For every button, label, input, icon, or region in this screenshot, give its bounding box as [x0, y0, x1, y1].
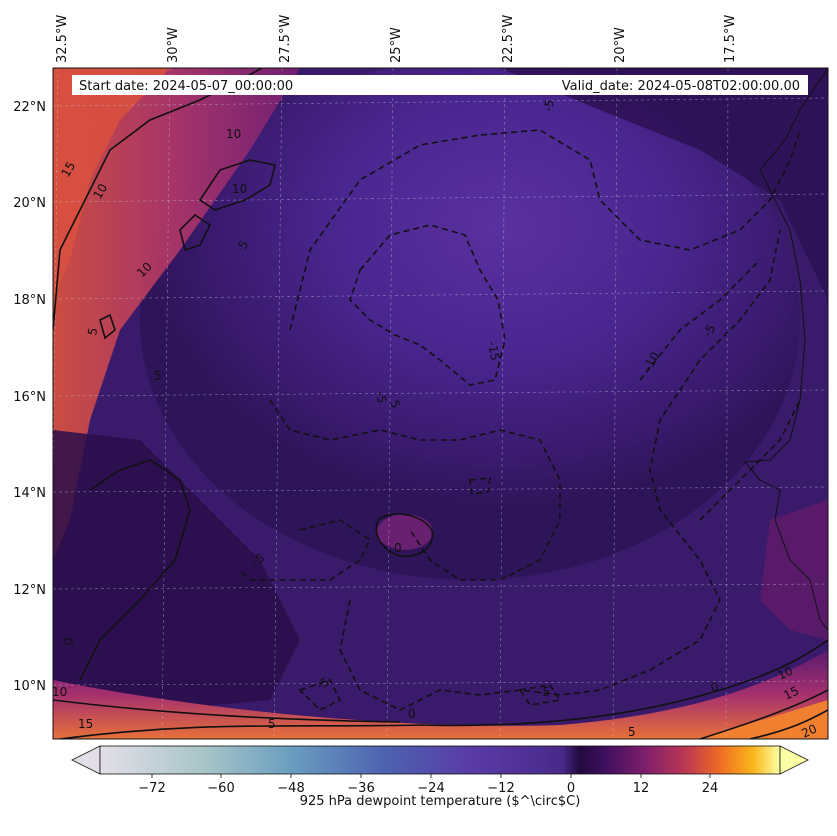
lon-label: 20°W — [613, 27, 628, 63]
colorbar-tick-label: −48 — [277, 781, 304, 796]
southwest-moist-field — [53, 430, 300, 720]
contour-label: 0 — [394, 541, 402, 555]
contour-label: 10 — [775, 664, 795, 683]
west-warm-field — [53, 68, 300, 560]
lat-label: 12°N — [13, 583, 46, 598]
contour-label: 5 — [268, 717, 276, 731]
lon-label: 32.5°W — [55, 15, 70, 63]
west-warm-inner — [53, 68, 170, 300]
map-frame — [52, 67, 829, 740]
northeast-moist-band — [500, 68, 828, 300]
contour-label: 5 — [85, 327, 100, 337]
colorbar-title: 925 hPa dewpoint temperature ($^\circ$C) — [300, 794, 581, 809]
colorbar: −72 −60 −48 −36 −24 −12 0 12 24 925 hPa … — [71, 745, 809, 809]
longitude-labels: 32.5°W 30°W 27.5°W 25°W 22.5°W 20°W 17.5… — [55, 15, 738, 63]
contour-label: 10 — [226, 127, 241, 141]
contour-label: 5 — [387, 398, 403, 410]
contour-label: 0 — [709, 679, 720, 695]
contour-label: 15 — [781, 684, 801, 703]
contour-label: -5 — [541, 98, 557, 112]
contour-label: 10 — [52, 685, 67, 699]
contour-label: 10 — [90, 181, 110, 201]
negative-contours — [239, 129, 801, 711]
map-panel: 15 10 10 10 10 5 5 5 -15 -10 -5 -5 -5 -5… — [52, 68, 828, 741]
lon-label: 27.5°W — [278, 15, 293, 63]
lon-label: 22.5°W — [501, 15, 516, 63]
colorbar-low-extend — [71, 745, 101, 775]
east-coast-field — [760, 500, 828, 640]
contour-label: 5 — [628, 725, 636, 739]
lat-label: 16°N — [13, 390, 46, 405]
lat-label: 20°N — [13, 196, 46, 211]
contour-label: 20 — [799, 722, 819, 741]
coastline — [743, 68, 828, 631]
colorbar-tick-label: 12 — [633, 781, 650, 796]
lat-label: 10°N — [13, 679, 46, 694]
lat-label: 14°N — [13, 486, 46, 501]
start-date-label: Start date: 2024-05-07_00:00:00 — [79, 79, 293, 94]
contour-label: 15 — [78, 717, 93, 731]
contour-label: 10 — [232, 182, 247, 196]
latitude-labels: 22°N 20°N 18°N 16°N 14°N 12°N 10°N — [13, 100, 46, 694]
date-banner — [72, 75, 808, 95]
colorbar-tick-label: −72 — [138, 781, 165, 796]
valid-date-label: Valid_date: 2024-05-08T02:00:00.00 — [562, 79, 800, 94]
lat-label: 18°N — [13, 293, 46, 308]
colorbar-body — [99, 745, 781, 775]
colorbar-tick-label: −60 — [207, 781, 234, 796]
contour-label: 5 — [154, 369, 162, 383]
contour-label: -15 — [485, 340, 502, 362]
lon-label: 25°W — [389, 27, 404, 63]
contour-label: 15 — [58, 159, 78, 179]
colorbar-tick-label: −12 — [487, 781, 514, 796]
contour-labels: 15 10 10 10 10 5 5 5 -15 -10 -5 -5 -5 -5… — [52, 98, 819, 741]
colorbar-tick-label: 24 — [702, 781, 719, 796]
contour-label: -5 — [373, 390, 389, 404]
colorbar-tick-label: 0 — [567, 781, 575, 796]
colorbar-tick-label: −36 — [347, 781, 374, 796]
dry-core-field — [140, 68, 800, 580]
lon-label: 30°W — [166, 27, 181, 63]
gridlines — [53, 68, 828, 739]
colorbar-high-extend — [779, 745, 809, 775]
lat-label: 22°N — [13, 100, 46, 115]
contour-label: 0 — [408, 707, 416, 721]
colorbar-tick-label: −24 — [417, 781, 444, 796]
lon-label: 17.5°W — [723, 15, 738, 63]
colorbar-ticks — [151, 774, 711, 778]
contour-label: -5 — [538, 685, 550, 699]
warm-blob — [377, 514, 433, 550]
contour-label: 0 — [61, 637, 76, 647]
